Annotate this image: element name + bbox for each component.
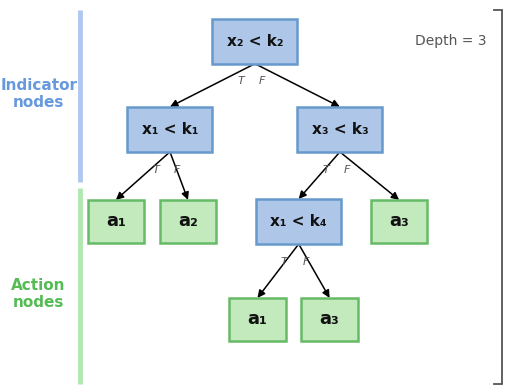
Text: F: F: [344, 165, 350, 174]
Text: x₃ < k₃: x₃ < k₃: [312, 122, 368, 137]
Text: F: F: [259, 76, 265, 86]
FancyBboxPatch shape: [256, 199, 341, 244]
Text: a₁: a₁: [248, 310, 267, 328]
Text: Depth = 3: Depth = 3: [415, 34, 486, 48]
Text: T: T: [281, 257, 288, 267]
Text: T: T: [237, 76, 244, 86]
FancyBboxPatch shape: [229, 298, 286, 341]
Text: a₁: a₁: [106, 212, 126, 230]
Text: Indicator
nodes: Indicator nodes: [0, 78, 77, 110]
Text: Action
nodes: Action nodes: [11, 278, 66, 310]
Text: a₂: a₂: [178, 212, 198, 230]
Text: x₁ < k₁: x₁ < k₁: [142, 122, 198, 137]
Text: T: T: [322, 165, 329, 174]
FancyBboxPatch shape: [160, 200, 216, 243]
Text: F: F: [303, 257, 309, 267]
Text: T: T: [152, 165, 159, 174]
Text: a₃: a₃: [320, 310, 339, 328]
FancyBboxPatch shape: [371, 200, 427, 243]
Text: F: F: [174, 165, 180, 174]
Text: x₁ < k₄: x₁ < k₄: [270, 214, 327, 229]
Text: x₂ < k₂: x₂ < k₂: [227, 34, 283, 49]
FancyBboxPatch shape: [298, 107, 382, 152]
FancyBboxPatch shape: [212, 19, 298, 64]
FancyBboxPatch shape: [88, 200, 144, 243]
Text: a₃: a₃: [389, 212, 409, 230]
FancyBboxPatch shape: [128, 107, 212, 152]
FancyBboxPatch shape: [301, 298, 358, 341]
